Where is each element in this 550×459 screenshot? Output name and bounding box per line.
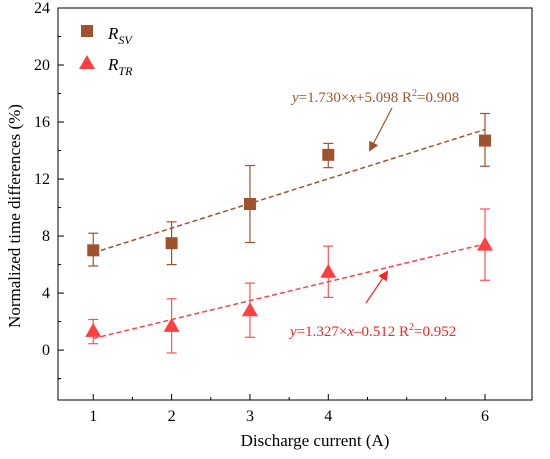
legend: RSV RTR (79, 24, 133, 78)
legend-label-rsv: RSV (107, 24, 133, 47)
y-axis-title: Normalized time differences (%) (5, 104, 24, 328)
y-tick-label: 24 (34, 0, 50, 17)
x-tick-label: 2 (168, 408, 176, 425)
data-point-rtr (163, 317, 180, 332)
annotation-arrow-rtr (365, 270, 389, 304)
data-point-rsv (322, 148, 335, 161)
data-point-rtr (320, 263, 337, 278)
fit-line-rsv (93, 128, 486, 254)
x-tick-label: 1 (89, 408, 97, 425)
data-point-rtr (241, 302, 258, 317)
y-tick-label: 0 (42, 342, 50, 359)
y-tick-label: 8 (42, 228, 50, 245)
data-point-rtr (85, 322, 102, 337)
legend-marker-rsv (81, 25, 93, 37)
annotation-arrow-rsv (369, 107, 393, 152)
x-tick-label: 6 (481, 408, 489, 425)
y-tick-label: 12 (34, 171, 50, 188)
data-point-rsv (165, 237, 178, 250)
x-axis-title: Discharge current (A) (241, 431, 390, 450)
fit-equation-rsv: y=1.730×x+5.098 R2=0.908 (290, 88, 459, 106)
x-tick-label: 4 (324, 408, 332, 425)
y-tick-label: 16 (34, 114, 50, 131)
data-point-rsv (243, 198, 256, 210)
plot-area (85, 112, 493, 354)
y-tick-label: 20 (34, 57, 50, 74)
data-point-rsv (478, 134, 491, 147)
fit-equation-rtr: y=1.327×x–0.512 R2=0.952 (288, 322, 456, 340)
data-point-rtr (476, 236, 493, 251)
legend-marker-rtr (79, 55, 95, 69)
fit-line-rtr (93, 243, 486, 340)
y-tick-label: 4 (42, 285, 50, 302)
legend-label-rtr: RTR (107, 55, 133, 78)
data-point-rsv (87, 244, 100, 257)
x-tick-label: 3 (246, 408, 254, 425)
plot-frame (57, 7, 533, 401)
